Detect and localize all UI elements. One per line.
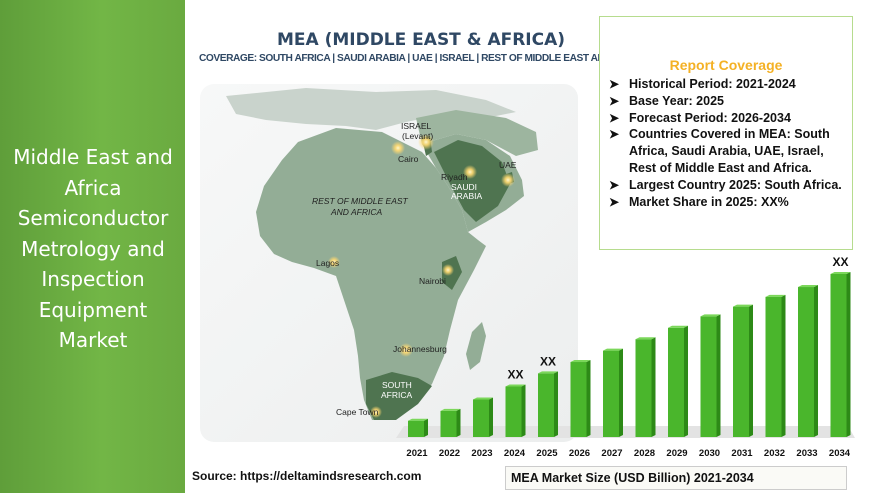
x-tick-label: 2027 (601, 448, 622, 459)
city-glow (370, 406, 382, 418)
map-label-cape-town: Cape Town (336, 407, 379, 417)
x-tick-label: 2022 (439, 448, 460, 459)
city-glow (418, 134, 434, 150)
source-text: Source: https://deltamindsresearch.com (192, 469, 422, 483)
x-tick-label: 2028 (634, 448, 655, 459)
coverage-item: ➤ Market Share in 2025: XX% (609, 194, 847, 211)
x-tick-label: 2030 (699, 448, 720, 459)
chart-floor (396, 426, 855, 438)
city-glow (399, 343, 413, 357)
data-label: XX (507, 367, 523, 381)
left-title-panel: Middle East and Africa Semiconductor Met… (0, 0, 185, 493)
map-highlight-south-africa (366, 372, 432, 420)
data-label: XX (832, 255, 848, 269)
map-coverage: COVERAGE: SOUTH AFRICA | SAUDI ARABIA | … (199, 53, 650, 64)
chart-legend-text: MEA Market Size (USD Billion) 2021-2034 (511, 471, 754, 485)
coverage-item: ➤ Largest Country 2025: South Africa. (609, 177, 847, 194)
arrow-icon: ➤ (609, 110, 620, 125)
coverage-item: ➤ Historical Period: 2021-2024 (609, 76, 847, 93)
map-label-south: SOUTH (382, 380, 412, 390)
map-label-nairobi: Nairobi (419, 276, 446, 286)
map-label-rest-2: AND AFRICA (330, 207, 382, 217)
x-tick-label: 2024 (504, 448, 526, 459)
data-label: XX (540, 354, 556, 368)
map-label-uae: UAE (499, 160, 517, 170)
x-tick-label: 2026 (569, 448, 590, 459)
chart-bar-2029 (668, 325, 688, 437)
city-glow (328, 256, 340, 268)
map-label-lagos: Lagos (316, 258, 339, 268)
city-glow (391, 141, 405, 155)
map-label-johannesburg: Johannesburg (393, 344, 447, 354)
x-tick-label: 2021 (406, 448, 428, 459)
arrow-icon: ➤ (609, 77, 620, 91)
map-highlight-saudi (434, 140, 510, 222)
map-middle-east-north (416, 110, 538, 156)
map-label-levant: (Levant) (402, 131, 433, 141)
map-africa (256, 128, 486, 420)
market-title: Middle East and Africa Semiconductor Met… (13, 145, 173, 352)
map-label-saudi: SAUDI (451, 182, 477, 192)
chart-bar-2034 (830, 272, 851, 437)
x-tick-label: 2031 (731, 448, 753, 459)
x-tick-label: 2023 (471, 448, 492, 459)
chart-bar-2027 (603, 348, 623, 437)
map-label-arabia: ARABIA (451, 191, 483, 201)
coverage-label: COVERAGE: (199, 53, 257, 64)
chart-bar-2022 (440, 408, 461, 437)
x-tick-label: 2025 (536, 448, 558, 459)
chart-bar-2023 (473, 397, 493, 437)
chart-bar-2030 (700, 314, 721, 437)
city-glow (463, 165, 477, 179)
chart-bar-2028 (635, 337, 656, 437)
coverage-item: ➤ Base Year: 2025 (609, 93, 847, 110)
chart-bar-2021 (408, 418, 428, 437)
map-panel: MEA (MIDDLE EAST & AFRICA) COVERAGE: SOU… (186, 0, 650, 466)
coverage-item: ➤ Countries Covered in MEA: South Africa,… (609, 126, 847, 176)
chart-bar-2032 (765, 294, 786, 437)
arrow-icon: ➤ (609, 93, 620, 108)
coverage-item-text: Forecast Period: 2026-2034 (629, 110, 791, 125)
chart-bar-2026 (570, 360, 591, 437)
coverage-item-text: Base Year: 2025 (629, 93, 724, 108)
chart-legend-box: MEA Market Size (USD Billion) 2021-2034 (505, 466, 847, 490)
mea-map: ISRAEL (Levant) Cairo UAE Riyadh SAUDI A… (200, 84, 578, 442)
coverage-item: ➤ Forecast Period: 2026-2034 (609, 110, 847, 127)
map-title: MEA (MIDDLE EAST & AFRICA) (276, 30, 566, 50)
coverage-item-text: Countries Covered in MEA: South Africa, … (629, 127, 830, 175)
x-tick-label: 2034 (829, 448, 851, 459)
map-landmass-europe (226, 88, 516, 130)
city-glow (442, 264, 454, 276)
chart-bar-2025 (538, 371, 558, 437)
arrow-icon: ➤ (609, 194, 620, 209)
chart-bar-2033 (798, 285, 818, 437)
coverage-item-text: Historical Period: 2021-2024 (629, 77, 796, 91)
chart-bar-2031 (733, 304, 753, 437)
report-coverage-box: Report Coverage ➤ Historical Period: 2021… (599, 16, 853, 250)
coverage-regions: SOUTH AFRICA | SAUDI ARABIA | UAE | ISRA… (259, 53, 650, 64)
map-madagascar (466, 322, 486, 370)
arrow-icon: ➤ (609, 177, 620, 192)
coverage-item-text: Market Share in 2025: XX% (629, 194, 789, 209)
map-label-cairo: Cairo (398, 154, 419, 164)
report-coverage-title: Report Coverage (669, 57, 783, 73)
x-tick-label: 2029 (666, 448, 687, 459)
arrow-icon: ➤ (609, 127, 620, 142)
city-glow (501, 173, 515, 187)
x-tick-label: 2033 (796, 448, 817, 459)
map-label-israel: ISRAEL (401, 121, 432, 131)
chart-bar-2024 (505, 384, 526, 437)
report-coverage-list: ➤ Historical Period: 2021-2024 ➤ Base Year… (609, 76, 847, 210)
map-label-rest-1: REST OF MIDDLE EAST (312, 196, 409, 206)
map-label-africa: AFRICA (381, 390, 413, 400)
coverage-item-text: Largest Country 2025: South Africa. (629, 177, 842, 192)
x-tick-label: 2032 (764, 448, 785, 459)
map-label-riyadh: Riyadh (441, 172, 468, 182)
